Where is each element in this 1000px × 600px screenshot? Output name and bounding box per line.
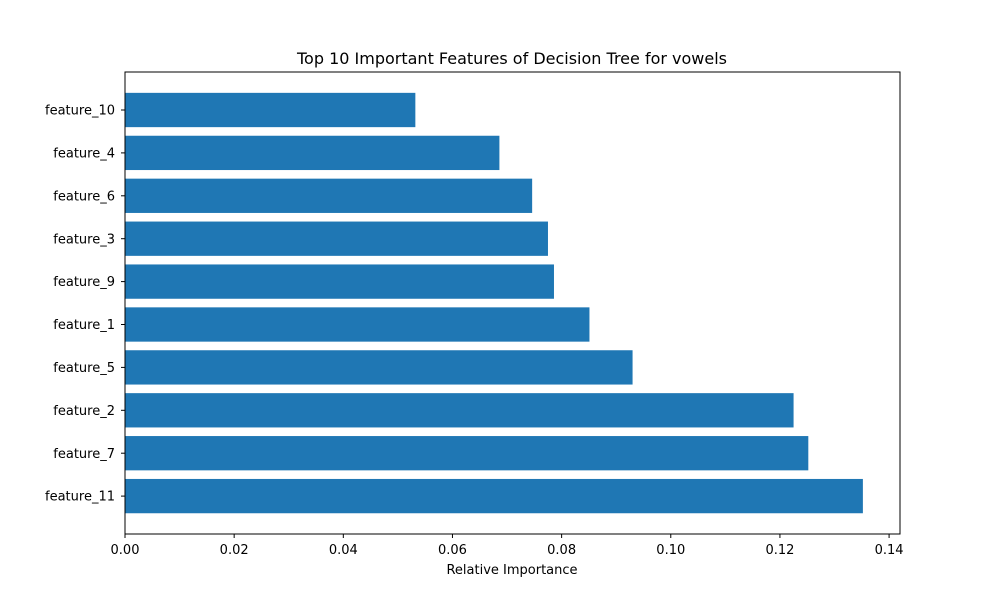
x-axis-label: Relative Importance bbox=[446, 563, 577, 578]
x-tick-label: 0.00 bbox=[111, 543, 140, 558]
x-axis: 0.00 0.02 0.04 0.06 0.08 0.10 0.12 0.14 bbox=[111, 534, 904, 558]
y-tick-label: feature_1 bbox=[53, 318, 115, 333]
y-tick-label: feature_5 bbox=[53, 361, 115, 376]
y-tick-label: feature_11 bbox=[45, 490, 115, 505]
x-tick-label: 0.12 bbox=[765, 543, 794, 558]
y-tick-label: feature_7 bbox=[53, 447, 115, 462]
y-tick-label: feature_10 bbox=[45, 104, 115, 119]
x-tick-label: 0.14 bbox=[875, 543, 904, 558]
bar-feature-7 bbox=[125, 436, 809, 471]
bar-feature-3 bbox=[125, 221, 548, 256]
plot-frame bbox=[124, 71, 901, 535]
bar-feature-11 bbox=[125, 478, 863, 514]
bar-feature-5 bbox=[125, 350, 633, 385]
bar-feature-4 bbox=[125, 135, 500, 171]
x-tick-label: 0.02 bbox=[220, 543, 249, 558]
y-tick-label: feature_9 bbox=[53, 275, 115, 290]
bar-feature-10 bbox=[125, 92, 416, 128]
bars-group bbox=[125, 92, 863, 514]
bar-feature-6 bbox=[125, 178, 533, 213]
x-tick-label: 0.08 bbox=[547, 543, 576, 558]
x-tick-label: 0.04 bbox=[329, 543, 358, 558]
chart-title: Top 10 Important Features of Decision Tr… bbox=[296, 49, 727, 68]
x-tick-label: 0.06 bbox=[438, 543, 467, 558]
y-tick-label: feature_6 bbox=[53, 189, 115, 204]
y-tick-label: feature_2 bbox=[53, 404, 115, 419]
x-tick-label: 0.10 bbox=[656, 543, 685, 558]
bar-feature-1 bbox=[125, 307, 590, 342]
bar-feature-9 bbox=[125, 264, 554, 299]
y-tick-label: feature_3 bbox=[53, 232, 115, 247]
y-axis: feature_10 feature_4 feature_6 feature_3fea… bbox=[45, 104, 125, 505]
y-tick-label: feature_4 bbox=[53, 146, 115, 161]
bar-feature-2 bbox=[125, 393, 794, 428]
